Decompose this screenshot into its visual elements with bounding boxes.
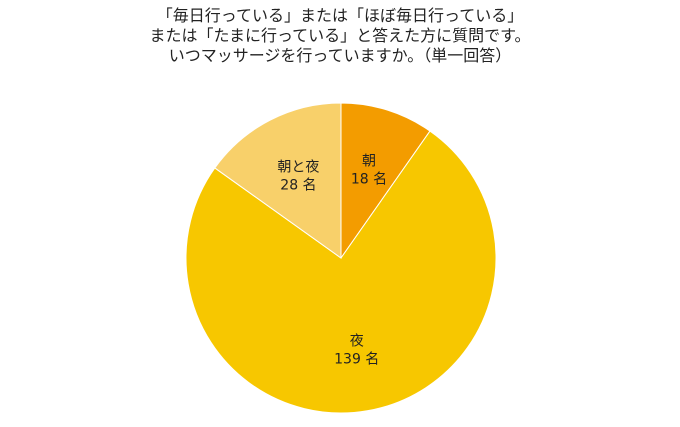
slice-value-2: 28 名	[280, 177, 316, 193]
title-line-2: または「たまに行っている」と答えた方に質問です。	[149, 26, 531, 45]
slice-value-0: 18 名	[351, 171, 387, 187]
slice-value-1: 139 名	[334, 352, 379, 368]
slice-label-2: 朝と夜	[277, 159, 319, 175]
title-line-1: 「毎日行っている」または「ほぼ毎日行っている」	[156, 6, 524, 25]
slice-label-0: 朝	[362, 153, 376, 169]
pie-labels: 朝 18 名夜 139 名 朝と夜 28 名	[277, 153, 387, 367]
pie-slice-2	[214, 102, 342, 259]
title-line-3: いつマッサージを行っていますか。（単一回答）	[168, 46, 512, 65]
pie-slice-1	[185, 130, 497, 414]
pie-slices	[185, 102, 497, 414]
chart-title: 「毎日行っている」または「ほぼ毎日行っている」 または「たまに行っている」と答え…	[0, 6, 680, 66]
pie-slice-0	[340, 102, 431, 260]
slice-label-1: 夜	[350, 334, 364, 350]
